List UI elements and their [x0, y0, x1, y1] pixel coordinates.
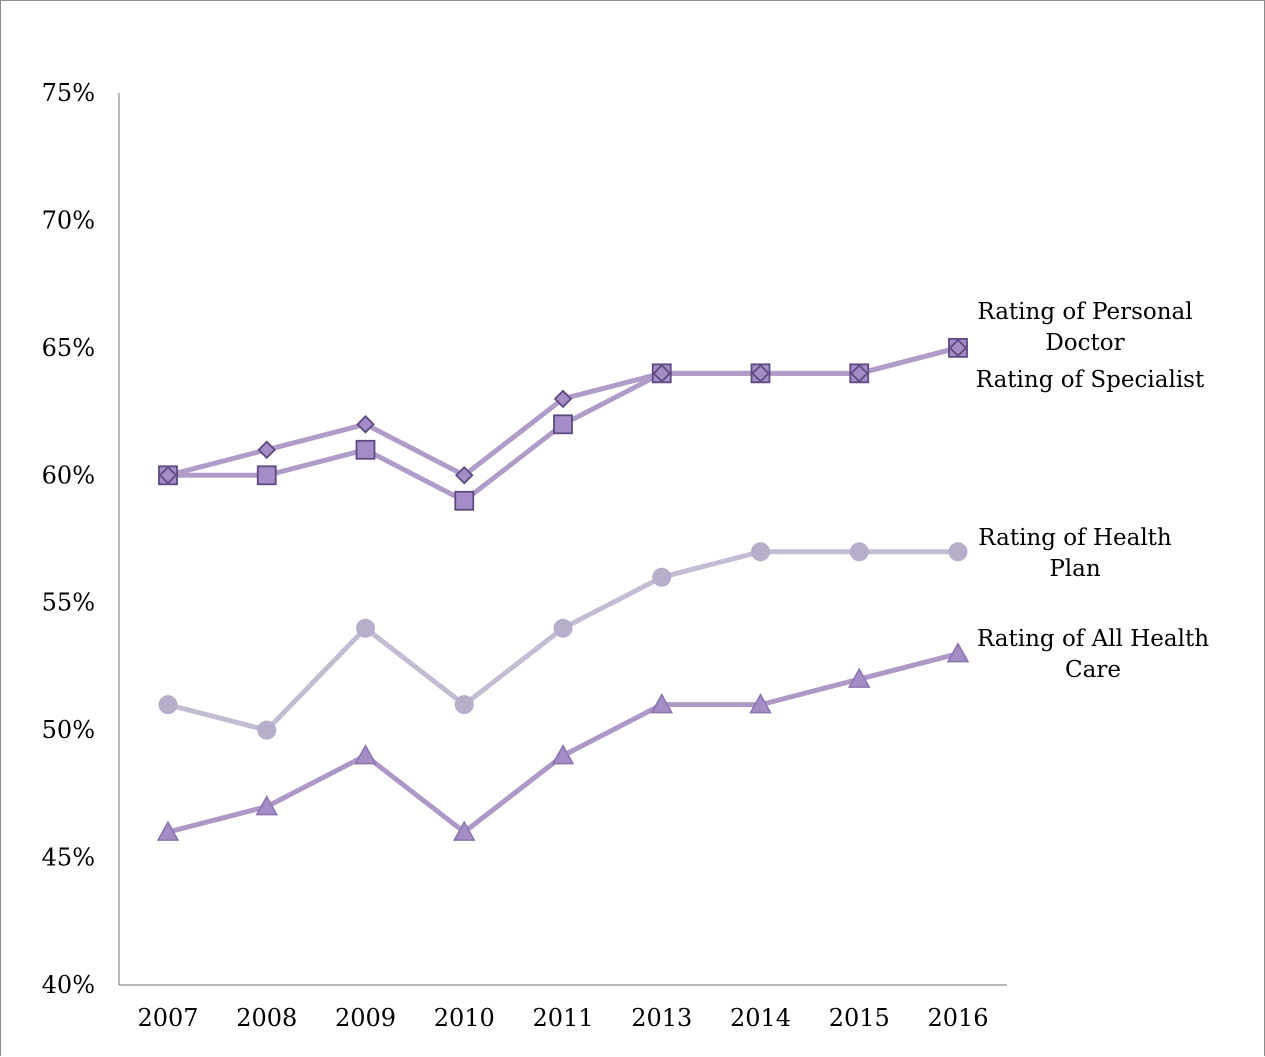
- series-label: Rating of Specialist: [976, 367, 1205, 393]
- square-marker: [355, 439, 376, 460]
- diamond-marker: [751, 364, 770, 383]
- y-tick-label: 65%: [42, 334, 95, 362]
- circle-marker: [652, 567, 672, 587]
- triangle-marker: [847, 667, 871, 688]
- square-marker: [454, 490, 475, 511]
- y-tick-label: 75%: [42, 79, 95, 107]
- series-label-line: Rating of Specialist: [976, 367, 1205, 393]
- diamond-marker: [454, 466, 474, 485]
- series-labels: Rating of Personal Doctor Rating of Specia…: [976, 299, 1209, 683]
- x-tick-label: 2013: [631, 1004, 692, 1032]
- series-label-line: Plan: [1049, 556, 1101, 582]
- y-tick-label: 55%: [42, 589, 95, 617]
- series-label: Rating of Personal Doctor: [977, 299, 1192, 356]
- series-label-line: Doctor: [1045, 330, 1124, 356]
- circle-marker: [553, 618, 573, 638]
- circle-marker: [257, 720, 277, 740]
- y-tick-label: 45%: [42, 844, 95, 872]
- triangle-marker: [156, 820, 180, 841]
- square-marker: [553, 414, 573, 435]
- series-label-line: Rating of Health: [978, 525, 1172, 551]
- diamond-marker: [257, 440, 277, 460]
- circle-marker: [158, 695, 178, 715]
- y-tick-label: 60%: [42, 461, 95, 489]
- y-tick-label: 70%: [42, 206, 95, 234]
- circle-marker: [849, 542, 869, 562]
- diamond-marker: [158, 466, 178, 485]
- diamond-marker: [652, 364, 672, 383]
- x-axis-ticks: 2007 2008 2009 2010 2011 2013 2014 2015 2016: [137, 1004, 988, 1032]
- circle-marker: [948, 542, 968, 562]
- series-label-line: Rating of All Health: [977, 626, 1209, 652]
- series-line: [165, 651, 961, 835]
- triangle-marker: [749, 693, 772, 714]
- diamond-marker: [553, 389, 573, 409]
- x-tick-label: 2015: [829, 1004, 890, 1032]
- circle-marker: [454, 695, 474, 715]
- x-tick-label: 2010: [434, 1004, 495, 1032]
- diamond-marker: [356, 415, 375, 434]
- series-line: [165, 549, 961, 733]
- series-label: Rating of Health Plan: [978, 525, 1172, 582]
- x-tick-label: 2011: [532, 1004, 593, 1032]
- triangle-marker: [946, 642, 970, 663]
- circle-marker: [751, 542, 770, 562]
- y-tick-label: 40%: [42, 971, 95, 999]
- triangle-marker: [551, 744, 575, 765]
- diamond-marker: [849, 364, 869, 383]
- series-label-line: Rating of Personal: [977, 299, 1192, 325]
- x-tick-label: 2016: [927, 1004, 988, 1032]
- triangle-marker: [452, 820, 476, 841]
- series-line: [165, 345, 961, 478]
- x-tick-label: 2007: [137, 1004, 198, 1032]
- diamond-marker: [948, 338, 968, 358]
- axes: [118, 93, 1007, 986]
- x-tick-label: 2009: [335, 1004, 396, 1032]
- x-tick-label: 2014: [730, 1004, 791, 1032]
- triangle-marker: [354, 744, 377, 765]
- y-tick-label: 50%: [42, 716, 95, 744]
- x-tick-label: 2008: [236, 1004, 297, 1032]
- series-label-line: Care: [1065, 657, 1121, 683]
- y-axis-ticks: 40% 45% 50% 55% 60% 65% 70% 75%: [42, 79, 95, 999]
- series-label: Rating of All Health Care: [977, 626, 1209, 683]
- circle-marker: [356, 618, 375, 638]
- triangle-marker: [650, 693, 674, 714]
- series-markers: [156, 337, 970, 841]
- square-marker: [256, 465, 277, 486]
- triangle-marker: [255, 795, 279, 816]
